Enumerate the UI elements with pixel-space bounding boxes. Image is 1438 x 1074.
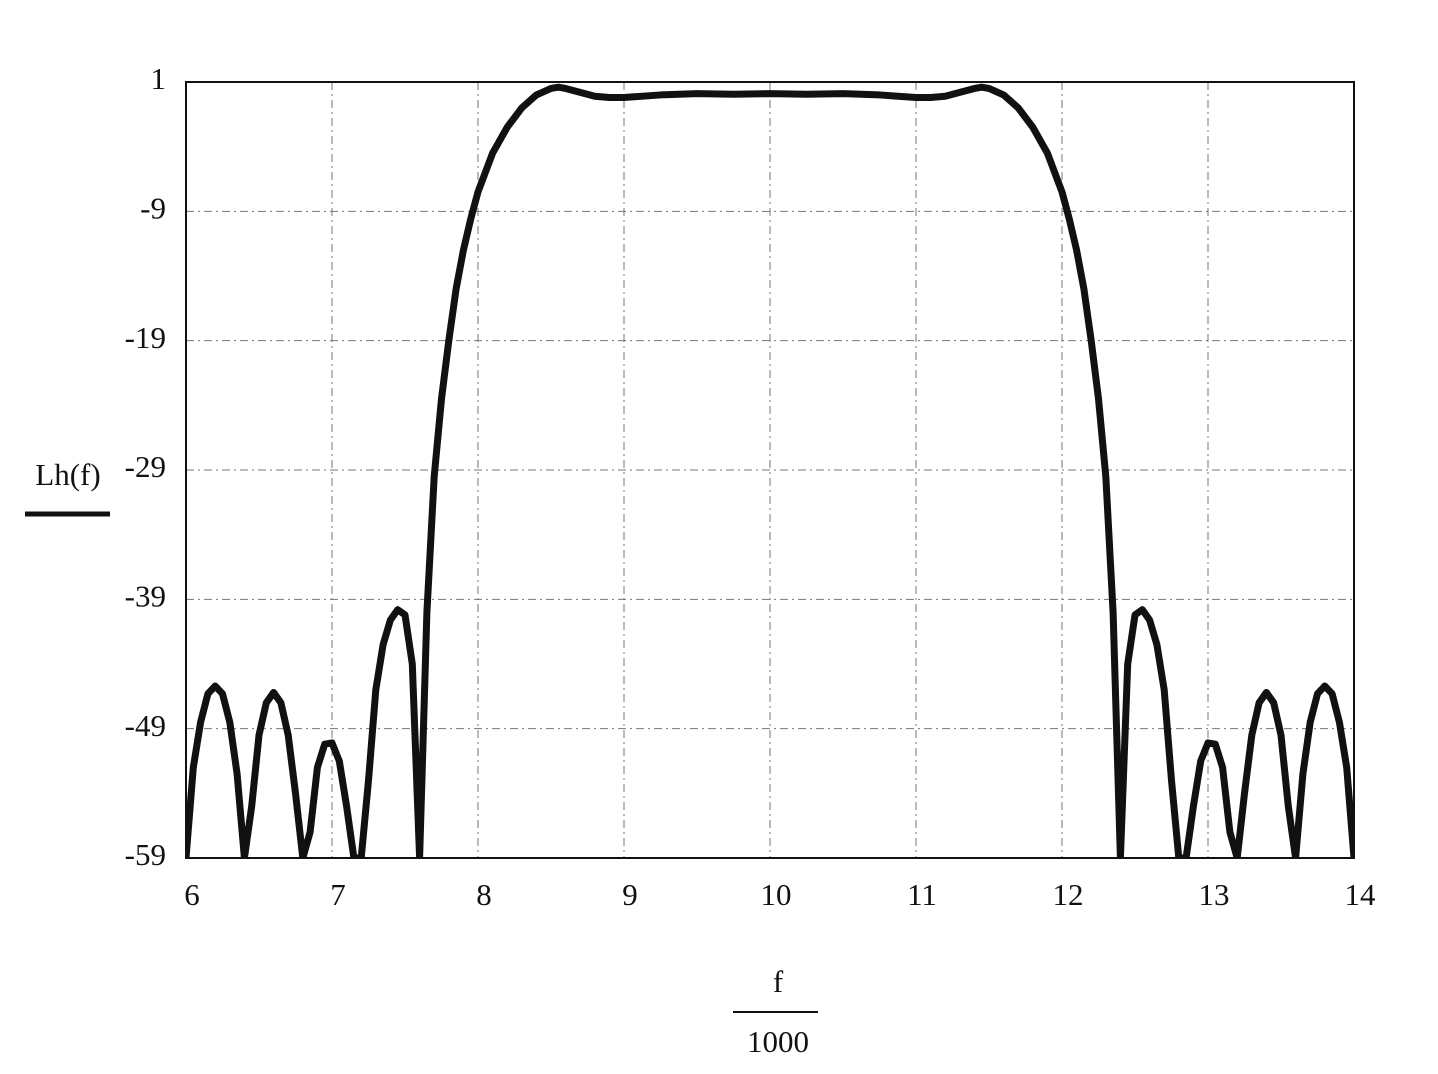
y-tick-label: -9	[140, 190, 166, 225]
y-axis-label: Lh(f)	[35, 457, 100, 492]
y-tick-label: 1	[151, 61, 167, 96]
x-axis-label-numerator: f	[773, 964, 784, 999]
y-tick-label: -19	[125, 320, 166, 355]
x-tick-label: 6	[184, 877, 200, 912]
plot-frame	[185, 81, 1355, 859]
x-tick-label: 14	[1345, 877, 1377, 912]
x-tick-label: 12	[1053, 877, 1084, 912]
y-tick-label: -49	[125, 708, 166, 743]
y-tick-label: -39	[125, 578, 166, 613]
x-tick-label: 9	[622, 877, 638, 912]
x-axis-label-denominator: 1000	[747, 1024, 809, 1059]
x-tick-label: 11	[907, 877, 937, 912]
y-tick-label: -59	[125, 837, 166, 872]
plot-area	[186, 83, 1354, 858]
x-tick-label: 8	[476, 877, 492, 912]
data-line	[186, 83, 1354, 858]
x-tick-label: 10	[761, 877, 792, 912]
x-tick-label: 13	[1199, 877, 1230, 912]
x-tick-label: 7	[330, 877, 346, 912]
grid	[185, 81, 1355, 859]
y-tick-label: -29	[125, 449, 166, 484]
